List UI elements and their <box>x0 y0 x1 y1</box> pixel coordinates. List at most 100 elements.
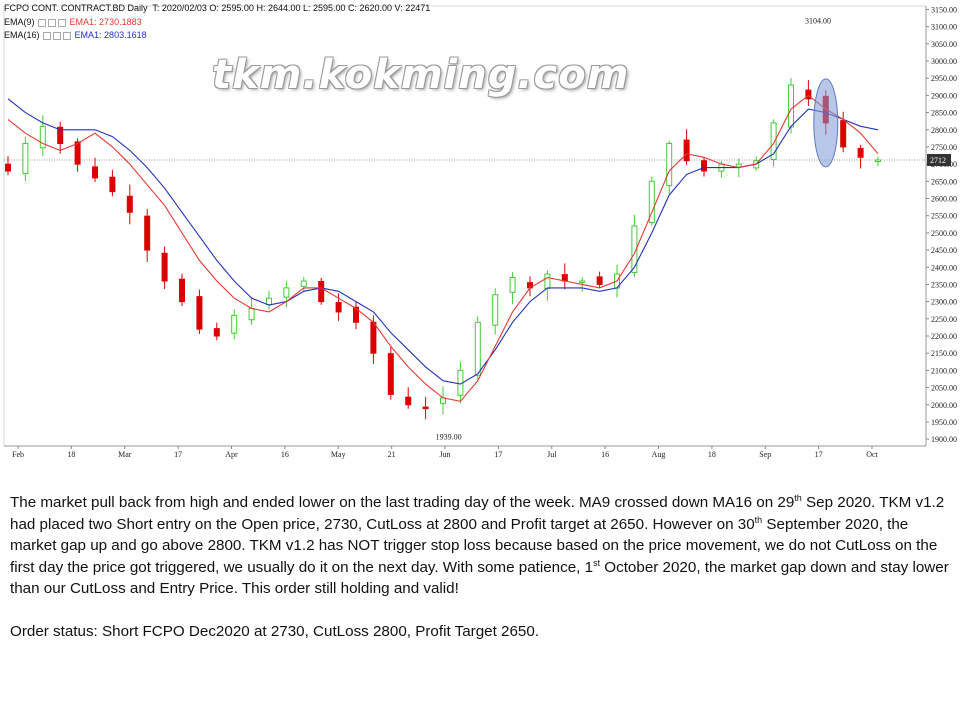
price-annotation: 3104.00 <box>805 16 831 25</box>
close-icon[interactable] <box>63 31 72 40</box>
y-tick-label: 2300.00 <box>931 298 957 307</box>
y-tick-label: 2650.00 <box>931 177 957 186</box>
candle-body <box>213 328 220 337</box>
candle-body <box>22 143 29 175</box>
x-tick-label: Sep <box>759 450 771 459</box>
x-tick-label: Aug <box>652 450 666 459</box>
watermark: tkm.kokming.com <box>212 52 630 98</box>
eye-icon[interactable] <box>43 31 52 40</box>
last-price-tag <box>927 154 951 166</box>
settings-icon[interactable] <box>48 18 57 27</box>
candle-body <box>561 274 568 282</box>
candle-body <box>300 280 307 287</box>
x-tick-label: 17 <box>815 450 823 459</box>
candle-body <box>509 277 516 293</box>
x-tick-label: 18 <box>67 450 75 459</box>
ohlcv-readout: T: 2020/02/03 O: 2595.00 H: 2644.00 L: 2… <box>152 3 431 13</box>
candle-body <box>648 180 655 224</box>
last-price-label: 2712 <box>930 156 946 165</box>
x-tick-label: Jun <box>439 450 450 459</box>
candle-body <box>196 296 203 330</box>
y-tick-label: 2200.00 <box>931 332 957 341</box>
candle-body <box>857 147 864 158</box>
candle-body <box>596 276 603 285</box>
x-tick-label: Feb <box>12 450 24 459</box>
candle-body <box>579 280 586 283</box>
ema16-value: EMA1: 2803.1618 <box>74 30 147 40</box>
x-tick-label: 17 <box>174 450 182 459</box>
x-tick-label: May <box>331 450 346 459</box>
x-tick-label: Apr <box>225 450 238 459</box>
price-chart[interactable]: 3150.00 3100.00 3050.00 3000.00 2950.00 2900.… <box>0 0 960 462</box>
candle-body <box>840 120 847 148</box>
ema9-value: EMA1: 2730.1883 <box>69 17 142 27</box>
plot-area <box>3 5 927 447</box>
candle-body <box>544 273 551 289</box>
candle-body <box>109 176 116 193</box>
candle-body <box>144 215 151 251</box>
candle-body <box>161 252 168 282</box>
ema16-line <box>7 98 879 385</box>
y-tick-label: 2550.00 <box>931 212 957 221</box>
y-tick-label: 2800.00 <box>931 126 957 135</box>
candlestick-chart-svg[interactable]: 3150.00 3100.00 3050.00 3000.00 2950.00 2900.… <box>0 0 960 462</box>
commentary: The market pull back from high and ended… <box>10 492 954 663</box>
highlight-ellipse <box>813 78 839 168</box>
x-tick-label: 18 <box>708 450 716 459</box>
candle-body <box>735 163 742 168</box>
candle-body <box>770 122 777 160</box>
candle-body <box>875 159 881 163</box>
candle-body <box>283 287 290 298</box>
chart-header: FCPO CONT. CONTRACT.BD Daily T: 2020/02/… <box>4 3 430 13</box>
commentary-text: October 2020, the market gap down and st… <box>10 558 949 598</box>
y-tick-label: 2950.00 <box>931 74 957 83</box>
commentary-text: Sep 2020. TKM v1.2 had placed two Short … <box>10 494 945 533</box>
y-tick-label: 2600.00 <box>931 195 957 204</box>
candle-body <box>74 141 81 165</box>
y-tick-label: 3000.00 <box>931 57 957 66</box>
candle-body <box>5 163 11 172</box>
y-tick-label: 2500.00 <box>931 229 957 238</box>
y-tick-label: 2350.00 <box>931 280 957 289</box>
ema16-label: EMA(16) <box>4 30 40 40</box>
y-tick-label: 2750.00 <box>931 143 957 152</box>
y-tick-label: 3050.00 <box>931 40 957 49</box>
candle-body <box>248 308 255 321</box>
ema9-legend: EMA(9) EMA1: 2730.1883 <box>4 17 142 27</box>
x-tick-label: 16 <box>601 450 609 459</box>
candle-body <box>92 166 98 179</box>
candle-body <box>701 160 707 172</box>
candle-body <box>683 139 690 162</box>
candle-body <box>666 143 673 187</box>
y-tick-label: 1950.00 <box>931 418 957 427</box>
x-tick-label: 17 <box>494 450 502 459</box>
ema9-label: EMA(9) <box>4 17 35 27</box>
commentary-text: The market pull back from high and ended… <box>10 494 795 511</box>
y-tick-label: 2100.00 <box>931 366 957 375</box>
ordinal-suffix: th <box>754 514 763 525</box>
candle-body <box>353 306 359 323</box>
candle-body <box>405 396 412 406</box>
symbol-label: FCPO CONT. CONTRACT.BD Daily <box>4 3 148 13</box>
commentary-text: September 2020, the market gap up and go… <box>10 515 938 576</box>
close-icon[interactable] <box>58 18 67 27</box>
y-tick-label: 2250.00 <box>931 315 957 324</box>
candle-body <box>492 294 499 326</box>
eye-icon[interactable] <box>38 18 47 27</box>
candle-body <box>39 125 46 149</box>
y-tick-label: 2000.00 <box>931 401 957 410</box>
ema9-line <box>7 94 879 402</box>
candle-body <box>631 225 638 273</box>
y-tick-label: 3100.00 <box>931 23 957 32</box>
candle-body <box>788 84 794 128</box>
x-tick-label: Oct <box>866 450 878 459</box>
x-tick-label: Mar <box>118 450 132 459</box>
y-tick-label: 2850.00 <box>931 109 957 118</box>
candle-body <box>335 302 342 313</box>
price-annotation: 1939.00 <box>436 433 462 442</box>
candle-body <box>422 406 429 410</box>
commentary-paragraph: The market pull back from high and ended… <box>10 492 954 600</box>
settings-icon[interactable] <box>53 31 62 40</box>
x-tick-label: 16 <box>281 450 289 459</box>
candle-body <box>370 321 377 354</box>
